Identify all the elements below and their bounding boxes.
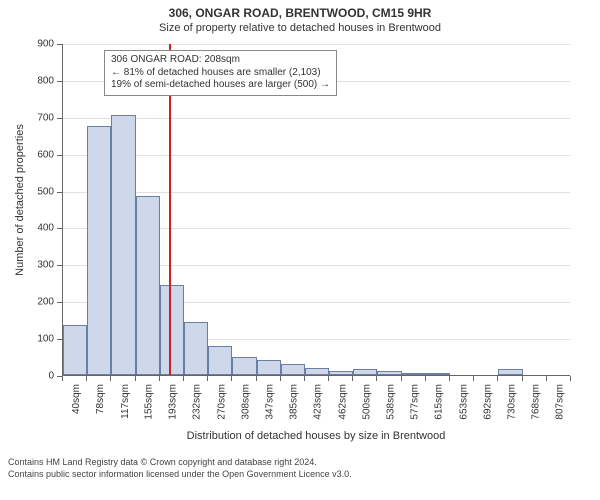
ytick-label: 700 — [0, 112, 54, 123]
xtick-mark — [256, 376, 257, 381]
annotation-box: 306 ONGAR ROAD: 208sqm ← 81% of detached… — [104, 50, 337, 96]
xtick-label: 117sqm — [119, 384, 130, 419]
xtick-mark — [62, 376, 63, 381]
xtick-label: 615sqm — [434, 384, 445, 420]
histogram-bar — [353, 369, 377, 375]
ytick-mark — [57, 192, 62, 193]
xtick-label: 308sqm — [240, 384, 251, 420]
gridline — [63, 118, 570, 119]
xtick-mark — [546, 376, 547, 381]
xtick-mark — [401, 376, 402, 381]
xtick-label: 538sqm — [386, 384, 397, 420]
histogram-bar — [232, 357, 256, 375]
xtick-mark — [110, 376, 111, 381]
footer-line-2: Contains public sector information licen… — [8, 468, 592, 480]
annotation-line-3: 19% of semi-detached houses are larger (… — [111, 79, 330, 92]
ytick-mark — [57, 228, 62, 229]
histogram-bar — [111, 115, 135, 375]
histogram-bar — [426, 373, 450, 375]
xtick-mark — [159, 376, 160, 381]
ytick-label: 200 — [0, 297, 54, 308]
xtick-mark — [86, 376, 87, 381]
xtick-mark — [328, 376, 329, 381]
xtick-label: 577sqm — [410, 384, 421, 420]
xtick-mark — [497, 376, 498, 381]
ytick-label: 900 — [0, 39, 54, 50]
ytick-label: 100 — [0, 334, 54, 345]
gridline — [63, 155, 570, 156]
page-subtitle: Size of property relative to detached ho… — [0, 20, 600, 34]
xtick-mark — [135, 376, 136, 381]
ytick-label: 500 — [0, 186, 54, 197]
histogram-bar — [208, 346, 232, 376]
histogram-bar — [257, 360, 281, 375]
histogram-bar — [402, 373, 426, 375]
histogram-bar — [184, 322, 208, 375]
page-title: 306, ONGAR ROAD, BRENTWOOD, CM15 9HR — [0, 0, 600, 20]
histogram-bar — [329, 371, 353, 375]
ytick-label: 300 — [0, 260, 54, 271]
ytick-mark — [57, 81, 62, 82]
xtick-mark — [473, 376, 474, 381]
histogram-bar — [63, 325, 87, 375]
xtick-mark — [522, 376, 523, 381]
xtick-mark — [183, 376, 184, 381]
xtick-mark — [449, 376, 450, 381]
histogram-bar — [136, 196, 160, 375]
ytick-mark — [57, 339, 62, 340]
histogram-bar — [305, 368, 329, 375]
histogram-bar — [498, 369, 522, 375]
ytick-mark — [57, 265, 62, 266]
xtick-label: 500sqm — [361, 384, 372, 420]
annotation-line-1: 306 ONGAR ROAD: 208sqm — [111, 54, 330, 67]
xtick-label: 692sqm — [482, 384, 493, 420]
xtick-mark — [425, 376, 426, 381]
footer-line-1: Contains HM Land Registry data © Crown c… — [8, 456, 592, 468]
xtick-mark — [376, 376, 377, 381]
xtick-mark — [352, 376, 353, 381]
xtick-mark — [280, 376, 281, 381]
x-axis-label: Distribution of detached houses by size … — [62, 430, 570, 442]
xtick-label: 270sqm — [216, 384, 227, 420]
footer-attribution: Contains HM Land Registry data © Crown c… — [0, 450, 600, 486]
ytick-label: 800 — [0, 75, 54, 86]
xtick-label: 423sqm — [313, 384, 324, 420]
annotation-line-2: ← 81% of detached houses are smaller (2,… — [111, 67, 330, 80]
xtick-label: 730sqm — [507, 384, 518, 420]
xtick-mark — [207, 376, 208, 381]
xtick-label: 347sqm — [265, 384, 276, 420]
histogram-bar — [281, 364, 305, 375]
xtick-label: 155sqm — [144, 384, 155, 420]
gridline — [63, 192, 570, 193]
gridline — [63, 44, 570, 45]
histogram-bar — [377, 371, 401, 375]
ytick-mark — [57, 118, 62, 119]
xtick-mark — [570, 376, 571, 381]
histogram-bar — [87, 126, 111, 375]
xtick-mark — [231, 376, 232, 381]
ytick-label: 0 — [0, 371, 54, 382]
ytick-mark — [57, 44, 62, 45]
ytick-label: 600 — [0, 149, 54, 160]
xtick-label: 193sqm — [168, 384, 179, 420]
xtick-label: 462sqm — [337, 384, 348, 420]
xtick-label: 232sqm — [192, 384, 203, 420]
xtick-label: 40sqm — [71, 384, 82, 414]
xtick-label: 385sqm — [289, 384, 300, 420]
histogram-bar — [160, 285, 184, 375]
ytick-mark — [57, 302, 62, 303]
xtick-mark — [304, 376, 305, 381]
xtick-label: 78sqm — [95, 384, 106, 414]
xtick-label: 768sqm — [531, 384, 542, 420]
xtick-label: 807sqm — [555, 384, 566, 420]
ytick-mark — [57, 155, 62, 156]
xtick-label: 653sqm — [458, 384, 469, 420]
ytick-label: 400 — [0, 223, 54, 234]
